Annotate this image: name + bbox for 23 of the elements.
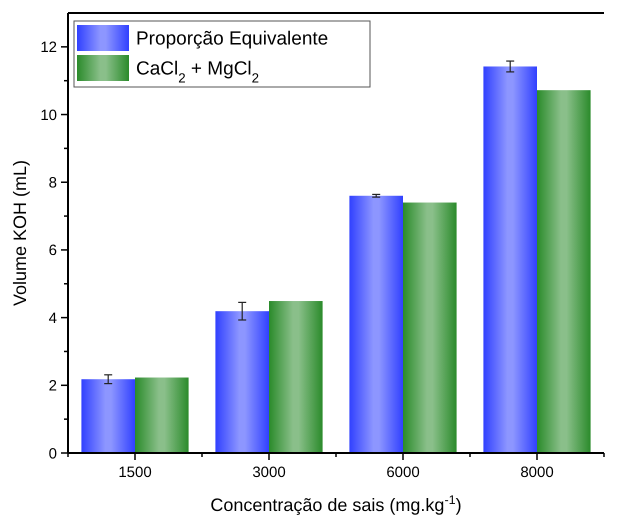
y-tick-label: 4 [48, 310, 57, 327]
y-tick-label: 6 [48, 242, 57, 260]
x-tick-label: 3000 [252, 464, 286, 481]
bar [215, 311, 269, 453]
bar [403, 202, 457, 453]
y-axis-title: Volume KOH (mL) [10, 160, 30, 306]
x-tick-label: 6000 [386, 464, 420, 481]
bar [81, 379, 135, 453]
bar [537, 90, 591, 453]
y-tick-label: 12 [40, 39, 57, 56]
bar [269, 301, 323, 453]
y-tick-label: 2 [48, 378, 57, 395]
bar [483, 66, 537, 453]
x-tick-label: 1500 [118, 464, 152, 481]
legend-label: Proporção Equivalente [136, 28, 328, 50]
legend-label: CaCl$_{2}$ + MgCl$_{2}$ [136, 58, 260, 86]
bar [349, 196, 403, 453]
y-tick-label: 8 [48, 174, 57, 192]
y-tick-label: 10 [40, 106, 57, 124]
x-axis-title: Concentração de sais (mg.kg$^{-1}$) [210, 493, 462, 515]
bar [135, 378, 189, 453]
y-tick-label: 0 [48, 445, 57, 462]
x-tick-label: 8000 [520, 464, 554, 481]
